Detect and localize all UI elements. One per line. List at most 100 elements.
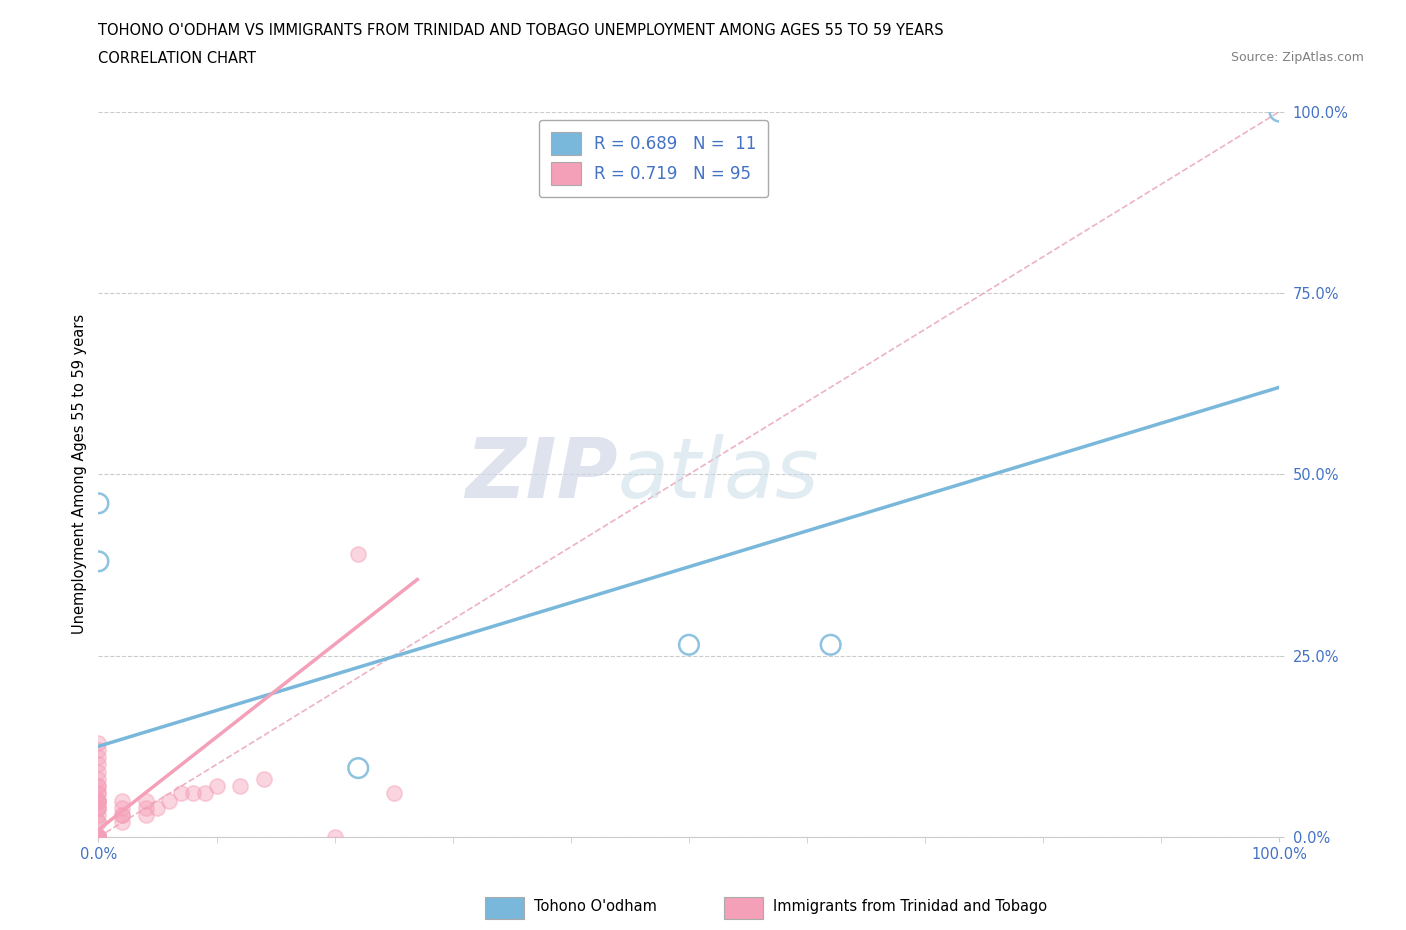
Point [87,830,110,844]
Text: ZIP: ZIP [465,433,619,515]
Point [146,801,169,816]
Point [181,786,204,801]
Point [87,830,110,844]
Point [87,830,110,844]
Point [87,830,110,844]
Point [87,801,110,816]
Point [87,830,110,844]
Point [170,786,193,801]
Point [87,830,110,844]
Point [347,761,370,776]
Point [205,778,228,793]
Point [87,736,110,751]
Point [87,830,110,844]
Point [87,830,110,844]
Point [87,801,110,816]
Text: atlas: atlas [619,433,820,515]
Point [87,830,110,844]
Point [87,786,110,801]
Point [87,830,110,844]
Point [87,830,110,844]
Point [87,830,110,844]
Point [87,815,110,830]
Point [87,830,110,844]
Point [87,830,110,844]
Point [111,808,134,823]
Point [87,830,110,844]
Point [87,830,110,844]
Point [87,830,110,844]
Point [253,772,276,787]
Text: Tohono O'odham: Tohono O'odham [534,899,657,914]
Point [87,778,110,793]
Point [87,830,110,844]
Text: Immigrants from Trinidad and Tobago: Immigrants from Trinidad and Tobago [773,899,1047,914]
Point [87,830,110,844]
Point [87,830,110,844]
Point [678,637,700,652]
Text: CORRELATION CHART: CORRELATION CHART [98,51,256,66]
Point [87,830,110,844]
Point [87,830,110,844]
Point [87,830,110,844]
Point [87,830,110,844]
Point [111,808,134,823]
Point [87,830,110,844]
Text: Source: ZipAtlas.com: Source: ZipAtlas.com [1230,51,1364,64]
Legend: R = 0.689   N =  11, R = 0.719   N = 95: R = 0.689 N = 11, R = 0.719 N = 95 [538,120,768,197]
Point [87,815,110,830]
Point [87,830,110,844]
Point [87,830,110,844]
Point [87,793,110,808]
Point [323,830,346,844]
Point [87,830,110,844]
Point [87,830,110,844]
Point [111,793,134,808]
Point [87,778,110,793]
Point [87,554,110,569]
Point [87,830,110,844]
Point [111,815,134,830]
Point [87,750,110,764]
Point [87,830,110,844]
Point [87,830,110,844]
Y-axis label: Unemployment Among Ages 55 to 59 years: Unemployment Among Ages 55 to 59 years [72,314,87,634]
Point [347,547,370,562]
Point [87,830,110,844]
Point [157,793,180,808]
Text: TOHONO O'ODHAM VS IMMIGRANTS FROM TRINIDAD AND TOBAGO UNEMPLOYMENT AMONG AGES 55: TOHONO O'ODHAM VS IMMIGRANTS FROM TRINID… [98,23,943,38]
Point [87,801,110,816]
Point [135,793,157,808]
Point [87,830,110,844]
Point [135,801,157,816]
Point [87,830,110,844]
Point [87,793,110,808]
Point [194,786,217,801]
Point [87,830,110,844]
Point [87,830,110,844]
Point [87,830,110,844]
Point [87,830,110,844]
Point [111,801,134,816]
Point [87,830,110,844]
Point [87,793,110,808]
Point [87,830,110,844]
Point [87,808,110,823]
Point [229,778,252,793]
Point [87,786,110,801]
Point [87,830,110,844]
Point [87,830,110,844]
Point [87,742,110,757]
Point [135,808,157,823]
Point [87,830,110,844]
Point [1268,104,1291,119]
Point [87,757,110,772]
Point [87,793,110,808]
Point [382,786,405,801]
Point [87,830,110,844]
Point [87,764,110,779]
Point [87,830,110,844]
Point [87,830,110,844]
Point [820,637,842,652]
Point [87,830,110,844]
